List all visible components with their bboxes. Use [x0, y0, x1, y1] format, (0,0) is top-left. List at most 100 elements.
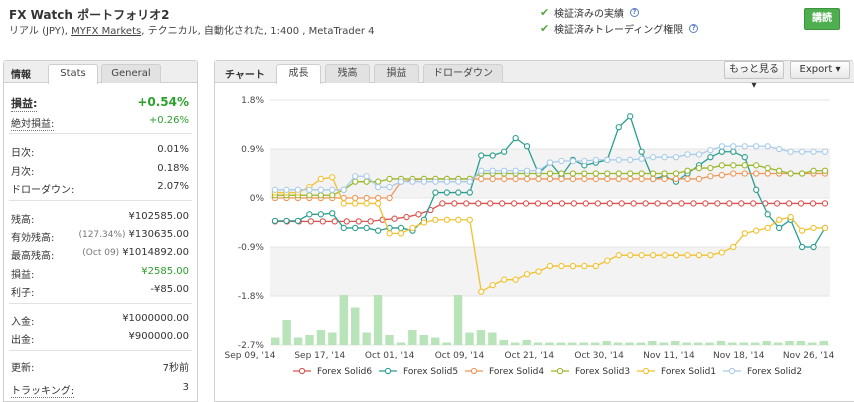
data-point	[352, 178, 359, 185]
data-point	[397, 230, 405, 237]
data-point	[397, 178, 405, 185]
y-tick-label: -0.9%	[238, 243, 265, 253]
data-point	[821, 167, 829, 174]
data-point	[432, 189, 439, 196]
growth-chart: 1.8% 0.9% 0% -0.9% -1.8% -2.7%Sep 09, '14 Sep …	[225, 96, 835, 377]
data-point	[386, 175, 393, 183]
volume-bar	[579, 342, 588, 345]
data-point	[374, 178, 382, 185]
data-point	[604, 170, 611, 177]
data-point	[294, 186, 302, 193]
subscribe-button[interactable]: 講読	[804, 8, 840, 30]
updated-value: 7秒前	[162, 363, 189, 374]
help-icon[interactable]: ?	[689, 24, 699, 33]
data-point	[661, 252, 668, 259]
data-point	[329, 192, 336, 199]
data-point	[475, 200, 482, 207]
data-point	[455, 189, 462, 196]
chart-panel-title: チャート	[225, 70, 265, 81]
data-point	[604, 156, 611, 164]
legend-marker	[470, 367, 478, 375]
data-point	[443, 178, 451, 185]
data-point	[764, 143, 771, 150]
data-point	[535, 175, 542, 183]
legend-marker	[384, 367, 392, 375]
data-point	[654, 200, 661, 207]
data-point	[606, 200, 613, 207]
profit-value: ¥2585.00	[141, 266, 189, 277]
data-point	[558, 175, 565, 183]
chart-tabs-bar: チャート 成長 残高 損益 ドローダウン もっと見る ▾ Export ▾	[215, 61, 854, 91]
data-point	[363, 224, 370, 232]
x-tick-label: Nov 26, '14	[783, 351, 835, 361]
data-point	[569, 157, 577, 165]
data-point	[810, 224, 817, 232]
data-point	[638, 148, 645, 155]
legend-marker	[728, 367, 736, 375]
volume-bar	[636, 342, 646, 345]
data-point	[649, 252, 657, 259]
more-button[interactable]: もっと見る ▾	[724, 61, 784, 91]
divider	[9, 303, 192, 304]
data-point	[581, 157, 588, 165]
tab-growth[interactable]: 成長	[276, 64, 321, 84]
legend-label: Forex Solid6	[317, 367, 372, 377]
data-point	[661, 170, 668, 177]
volume-bar	[785, 341, 794, 345]
verify-track-label: 検証済みの実績	[554, 9, 624, 20]
data-point	[726, 200, 733, 207]
tab-general[interactable]: General	[101, 64, 161, 83]
profit-row: 損益: ¥2585.00	[11, 266, 189, 281]
volume-bar	[522, 340, 531, 345]
tab-stats[interactable]: Stats	[48, 64, 98, 84]
data-point	[718, 171, 726, 179]
tracking-label[interactable]: トラッキング:	[11, 382, 75, 398]
data-point	[478, 167, 485, 174]
volume-bar	[271, 337, 280, 345]
data-point	[627, 113, 634, 120]
data-point	[512, 276, 519, 283]
y-tick-label: -2.7%	[238, 341, 265, 351]
x-tick-label: Sep 09, '14	[225, 351, 276, 361]
data-point	[776, 224, 783, 232]
help-icon[interactable]: ?	[630, 8, 639, 17]
data-point	[798, 148, 806, 155]
data-point	[397, 224, 405, 232]
data-point	[695, 175, 703, 183]
data-point	[776, 145, 783, 153]
profit-label: 損益:	[11, 270, 35, 281]
data-point	[592, 175, 599, 183]
legend-label: Forex Solid3	[575, 367, 630, 377]
data-point	[661, 154, 668, 161]
data-point	[649, 170, 657, 177]
volume-bar	[373, 295, 383, 345]
data-point	[317, 211, 324, 218]
data-point	[478, 152, 485, 159]
drawdown-row: ドローダウン: 2.07%	[11, 181, 189, 196]
data-point	[661, 175, 668, 183]
volume-bar	[671, 341, 680, 345]
broker-link[interactable]: MYFX Markets	[71, 26, 142, 37]
balance-row: 残高: ¥102585.00	[11, 211, 189, 226]
data-point	[615, 170, 622, 177]
volume-bar	[751, 342, 760, 345]
data-point	[718, 249, 726, 256]
data-point	[738, 200, 745, 207]
data-point	[821, 224, 829, 232]
data-point	[386, 183, 393, 191]
data-point	[581, 175, 588, 183]
equity-label: 有効残高:	[11, 233, 55, 244]
tab-balance[interactable]: 残高	[325, 64, 370, 83]
tab-drawdown[interactable]: ドローダウン	[423, 64, 503, 83]
data-point	[523, 175, 531, 183]
tab-profit[interactable]: 損益	[374, 64, 419, 83]
y-tick-label: -1.8%	[238, 292, 265, 302]
tracking-row: トラッキング: 3	[11, 382, 189, 398]
data-point	[363, 194, 370, 202]
data-point	[352, 224, 359, 232]
data-point	[776, 167, 783, 174]
gain-label[interactable]: 損益:	[11, 97, 38, 112]
export-button[interactable]: Export ▾	[790, 61, 850, 79]
abs-gain-label[interactable]: 絶対損益:	[11, 115, 55, 131]
volume-bar	[796, 341, 806, 345]
